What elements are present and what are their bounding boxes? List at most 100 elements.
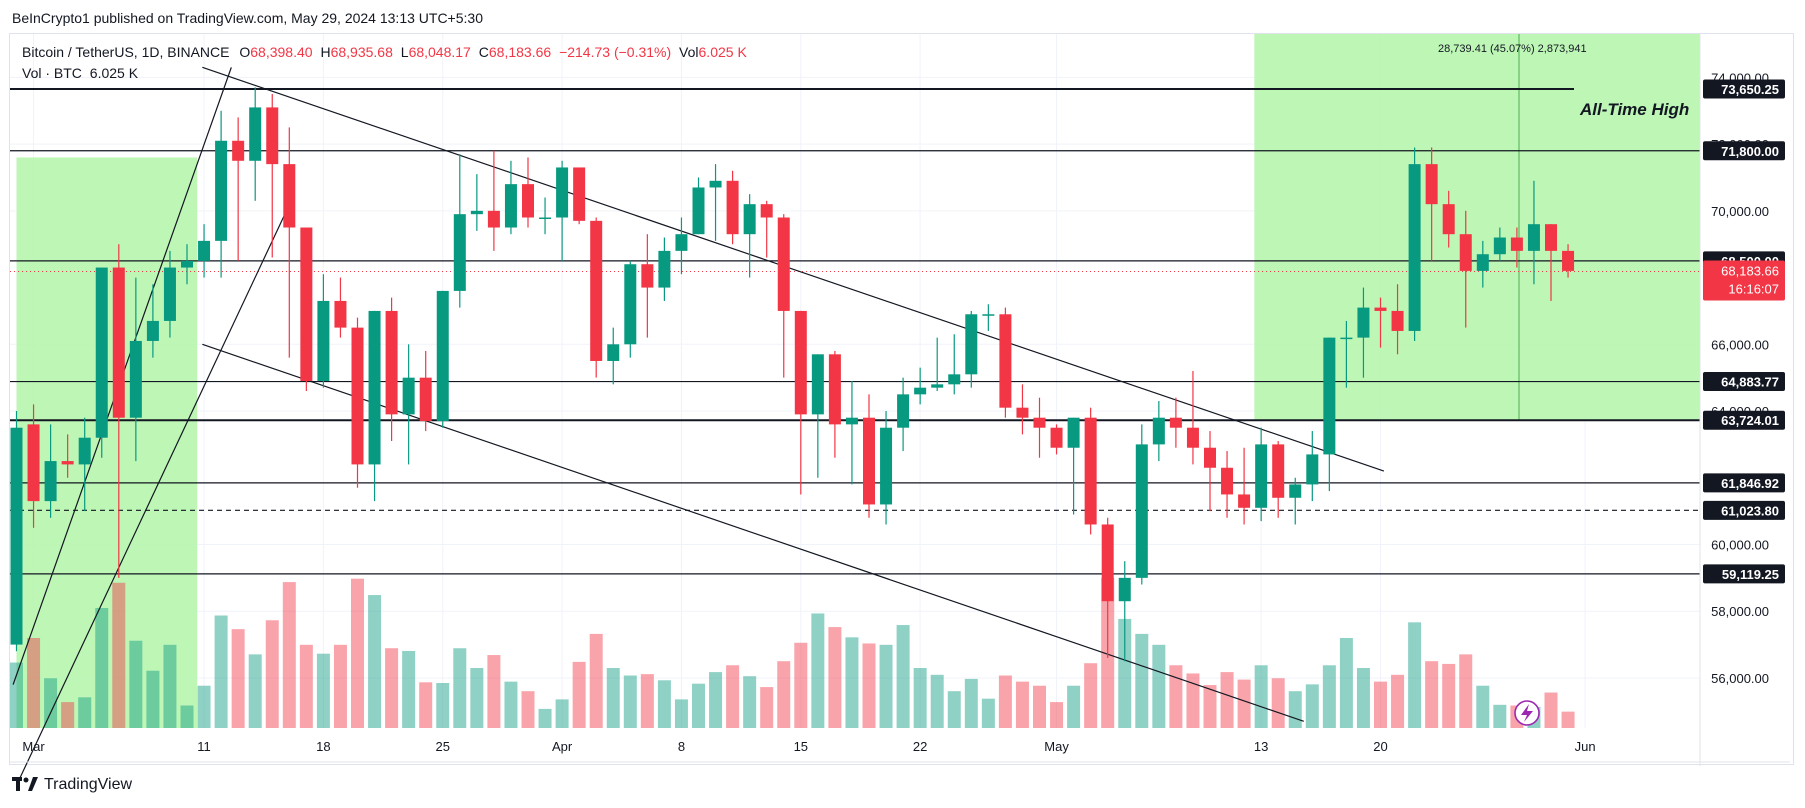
candle-body[interactable]	[215, 140, 228, 241]
candle-body[interactable]	[78, 437, 91, 465]
candle-body[interactable]	[522, 184, 534, 218]
candle-body[interactable]	[1084, 417, 1097, 525]
candle-body[interactable]	[999, 314, 1012, 408]
candle-body[interactable]	[368, 310, 381, 465]
candle-body[interactable]	[232, 140, 245, 161]
candle-body[interactable]	[897, 394, 910, 428]
candle-body[interactable]	[624, 264, 637, 345]
candle-body[interactable]	[1306, 454, 1319, 485]
candle-body[interactable]	[641, 264, 654, 288]
candle-body[interactable]	[914, 387, 927, 395]
candle-body[interactable]	[743, 204, 756, 235]
candle-body[interactable]	[334, 300, 347, 328]
candle-body[interactable]	[487, 210, 500, 228]
candle-body[interactable]	[181, 260, 193, 268]
candle-body[interactable]	[1255, 444, 1268, 508]
candle-body[interactable]	[1152, 417, 1165, 445]
candle-body[interactable]	[692, 187, 705, 235]
volume-bar	[10, 662, 23, 728]
candle-body[interactable]	[470, 210, 483, 215]
candle-body[interactable]	[1101, 524, 1114, 602]
candle-body[interactable]	[1442, 204, 1455, 235]
candle-body[interactable]	[1289, 484, 1302, 498]
candle-body[interactable]	[1493, 237, 1506, 255]
candle-body[interactable]	[44, 461, 57, 502]
candle-body[interactable]	[1527, 224, 1540, 251]
candle-body[interactable]	[1033, 417, 1046, 428]
candle-body[interactable]	[1186, 427, 1199, 448]
candle-body[interactable]	[385, 310, 398, 415]
candle-body[interactable]	[198, 240, 211, 261]
candle-body[interactable]	[1459, 234, 1472, 271]
candle-body[interactable]	[1510, 237, 1523, 251]
candle-body[interactable]	[675, 234, 688, 251]
candle-body[interactable]	[863, 417, 875, 505]
candle-body[interactable]	[1340, 337, 1353, 340]
candle-body[interactable]	[283, 164, 296, 228]
candle-body[interactable]	[1476, 254, 1489, 271]
candle-body[interactable]	[129, 340, 142, 418]
candle-body[interactable]	[504, 184, 517, 228]
candle-body[interactable]	[573, 167, 586, 221]
candle-body[interactable]	[1118, 577, 1131, 602]
candle-body[interactable]	[1221, 467, 1234, 495]
candle-body[interactable]	[266, 107, 279, 165]
candle-body[interactable]	[146, 320, 159, 341]
candle-body[interactable]	[1425, 164, 1438, 205]
candle-body[interactable]	[163, 267, 176, 321]
candle-body[interactable]	[317, 300, 330, 381]
candle-body[interactable]	[1374, 307, 1387, 311]
candle-body[interactable]	[811, 354, 824, 415]
candle-body[interactable]	[300, 227, 313, 381]
candle-body[interactable]	[10, 427, 23, 645]
candle-body[interactable]	[402, 377, 415, 415]
candle-body[interactable]	[1067, 417, 1080, 448]
candle-body[interactable]	[453, 214, 466, 291]
symbol-name[interactable]: Bitcoin / TetherUS, 1D, BINANCE	[22, 44, 230, 60]
candle-body[interactable]	[794, 310, 807, 415]
candle-body[interactable]	[845, 417, 858, 425]
candle-body[interactable]	[1408, 164, 1421, 331]
candle-body[interactable]	[590, 220, 603, 361]
candle-body[interactable]	[1323, 337, 1336, 455]
candle-body[interactable]	[1135, 444, 1148, 578]
candle-body[interactable]	[27, 424, 40, 502]
lightning-icon[interactable]	[1514, 700, 1540, 726]
candle-body[interactable]	[1357, 307, 1370, 338]
candle-body[interactable]	[112, 267, 125, 418]
candle-body[interactable]	[539, 217, 552, 220]
candle-body[interactable]	[828, 354, 841, 425]
vol-line-label[interactable]: Vol · BTC	[22, 65, 82, 81]
candle-body[interactable]	[1050, 427, 1063, 448]
candle-body[interactable]	[1169, 417, 1182, 428]
candle-body[interactable]	[1562, 250, 1575, 271]
candle-body[interactable]	[419, 377, 432, 422]
volume-bar	[998, 675, 1012, 728]
candle-body[interactable]	[1272, 444, 1285, 498]
candle-body[interactable]	[948, 374, 961, 385]
candle-body[interactable]	[556, 167, 569, 218]
candle-body[interactable]	[982, 314, 995, 316]
candle-body[interactable]	[249, 107, 262, 161]
candle-body[interactable]	[880, 427, 893, 505]
footer-brand[interactable]: TradingView	[12, 776, 132, 794]
candle-body[interactable]	[931, 384, 944, 388]
candle-body[interactable]	[726, 180, 739, 235]
candle-body[interactable]	[965, 314, 978, 375]
candle-body[interactable]	[436, 290, 449, 422]
candle-body[interactable]	[1238, 494, 1251, 508]
candle-body[interactable]	[709, 180, 722, 188]
candle-body[interactable]	[607, 344, 620, 361]
candle-body[interactable]	[658, 250, 671, 288]
candle-body[interactable]	[777, 217, 790, 311]
candle-body[interactable]	[1545, 224, 1557, 251]
candle-body[interactable]	[1204, 447, 1216, 468]
candle-body[interactable]	[1391, 310, 1404, 331]
candle-body[interactable]	[61, 461, 74, 465]
volume-bar	[1084, 663, 1098, 728]
candle-body[interactable]	[95, 267, 108, 438]
candle-body[interactable]	[351, 327, 364, 465]
candle-body[interactable]	[760, 204, 773, 218]
candle-body[interactable]	[1016, 407, 1029, 418]
